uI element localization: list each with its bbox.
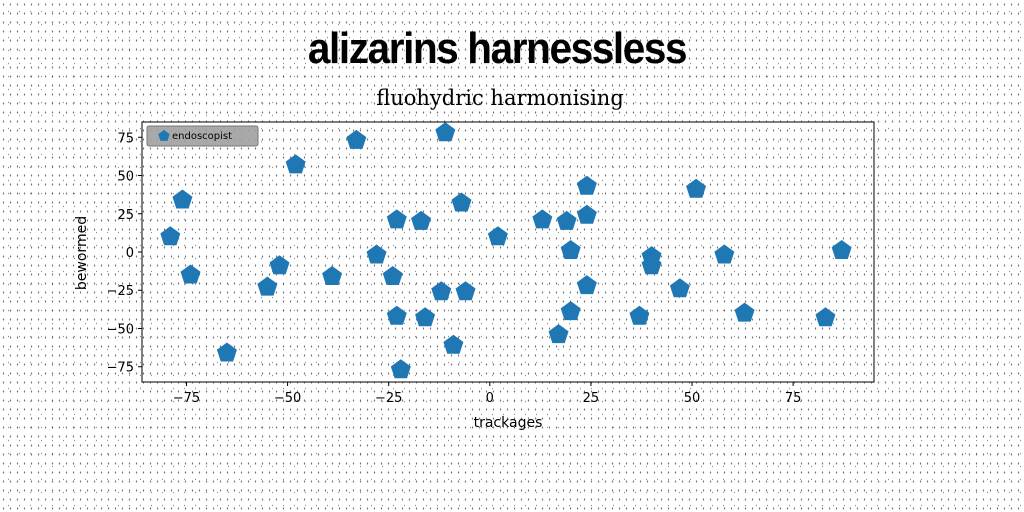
scatter-point xyxy=(629,305,650,325)
x-tick-label: −25 xyxy=(375,391,402,406)
scatter-point xyxy=(180,264,201,284)
scatter-point xyxy=(556,210,577,230)
scatter-point xyxy=(815,307,836,327)
plot-frame xyxy=(141,121,875,383)
scatter-point xyxy=(172,189,193,209)
scatter-point xyxy=(487,226,508,246)
y-axis-label: bewormed xyxy=(74,216,90,290)
scatter-point xyxy=(366,244,387,264)
legend-box xyxy=(146,125,259,147)
scatter-point xyxy=(576,175,597,195)
legend: endoscopist xyxy=(146,125,259,147)
scatter-point xyxy=(435,122,456,142)
scatter-point xyxy=(576,204,597,224)
scatter-point xyxy=(560,239,581,259)
scatter-point xyxy=(346,129,367,149)
y-tick-label: −75 xyxy=(107,361,134,376)
ticks-layer: −75 −50 −25 0 25 50 75 −75 −50 −25 0 25 50 75 xyxy=(107,131,802,406)
chart-title: alizarins harnessless xyxy=(307,24,688,73)
x-tick-label: 0 xyxy=(486,391,494,406)
scatter-point xyxy=(548,324,569,344)
scatter-point xyxy=(257,276,278,296)
x-tick-label: 75 xyxy=(785,391,802,406)
scatter-point xyxy=(411,210,432,230)
scatter-point xyxy=(641,255,662,275)
x-tick-label: −50 xyxy=(274,391,301,406)
scatter-point xyxy=(390,359,411,379)
scatter-point xyxy=(386,305,407,325)
scatter-point xyxy=(451,192,472,212)
scatter-point xyxy=(576,275,597,295)
scatter-point xyxy=(455,281,476,301)
scatter-point xyxy=(160,226,181,246)
scatter-point xyxy=(560,301,581,321)
x-tick-label: −75 xyxy=(173,391,200,406)
scatter-point xyxy=(669,278,690,298)
scatter-point xyxy=(714,244,735,264)
scatter-point xyxy=(285,154,306,174)
points-layer xyxy=(160,122,852,379)
scatter-point xyxy=(386,209,407,229)
chart-subtitle: fluohydric harmonising xyxy=(376,86,624,110)
scatter-point xyxy=(269,255,290,275)
x-axis-label: trackages xyxy=(474,415,543,431)
scatter-point xyxy=(443,334,464,354)
y-tick-label: 0 xyxy=(126,246,134,261)
scatter-point xyxy=(831,239,852,259)
x-tick-label: 25 xyxy=(583,391,600,406)
scatter-point xyxy=(382,265,403,285)
legend-label: endoscopist xyxy=(172,131,232,142)
scatter-point xyxy=(686,178,707,198)
y-tick-label: −50 xyxy=(107,322,134,337)
x-tick-label: 50 xyxy=(684,391,701,406)
scatter-point xyxy=(415,307,436,327)
y-tick-label: 50 xyxy=(117,170,134,185)
scatter-point xyxy=(322,265,343,285)
y-tick-label: −25 xyxy=(107,284,134,299)
legend-marker xyxy=(158,130,170,141)
y-tick-label: 75 xyxy=(117,131,134,146)
scatter-point xyxy=(431,281,452,301)
scatter-point xyxy=(734,302,755,322)
y-tick-label: 25 xyxy=(117,208,134,223)
scatter-point xyxy=(532,209,553,229)
scatter-point xyxy=(216,342,237,362)
